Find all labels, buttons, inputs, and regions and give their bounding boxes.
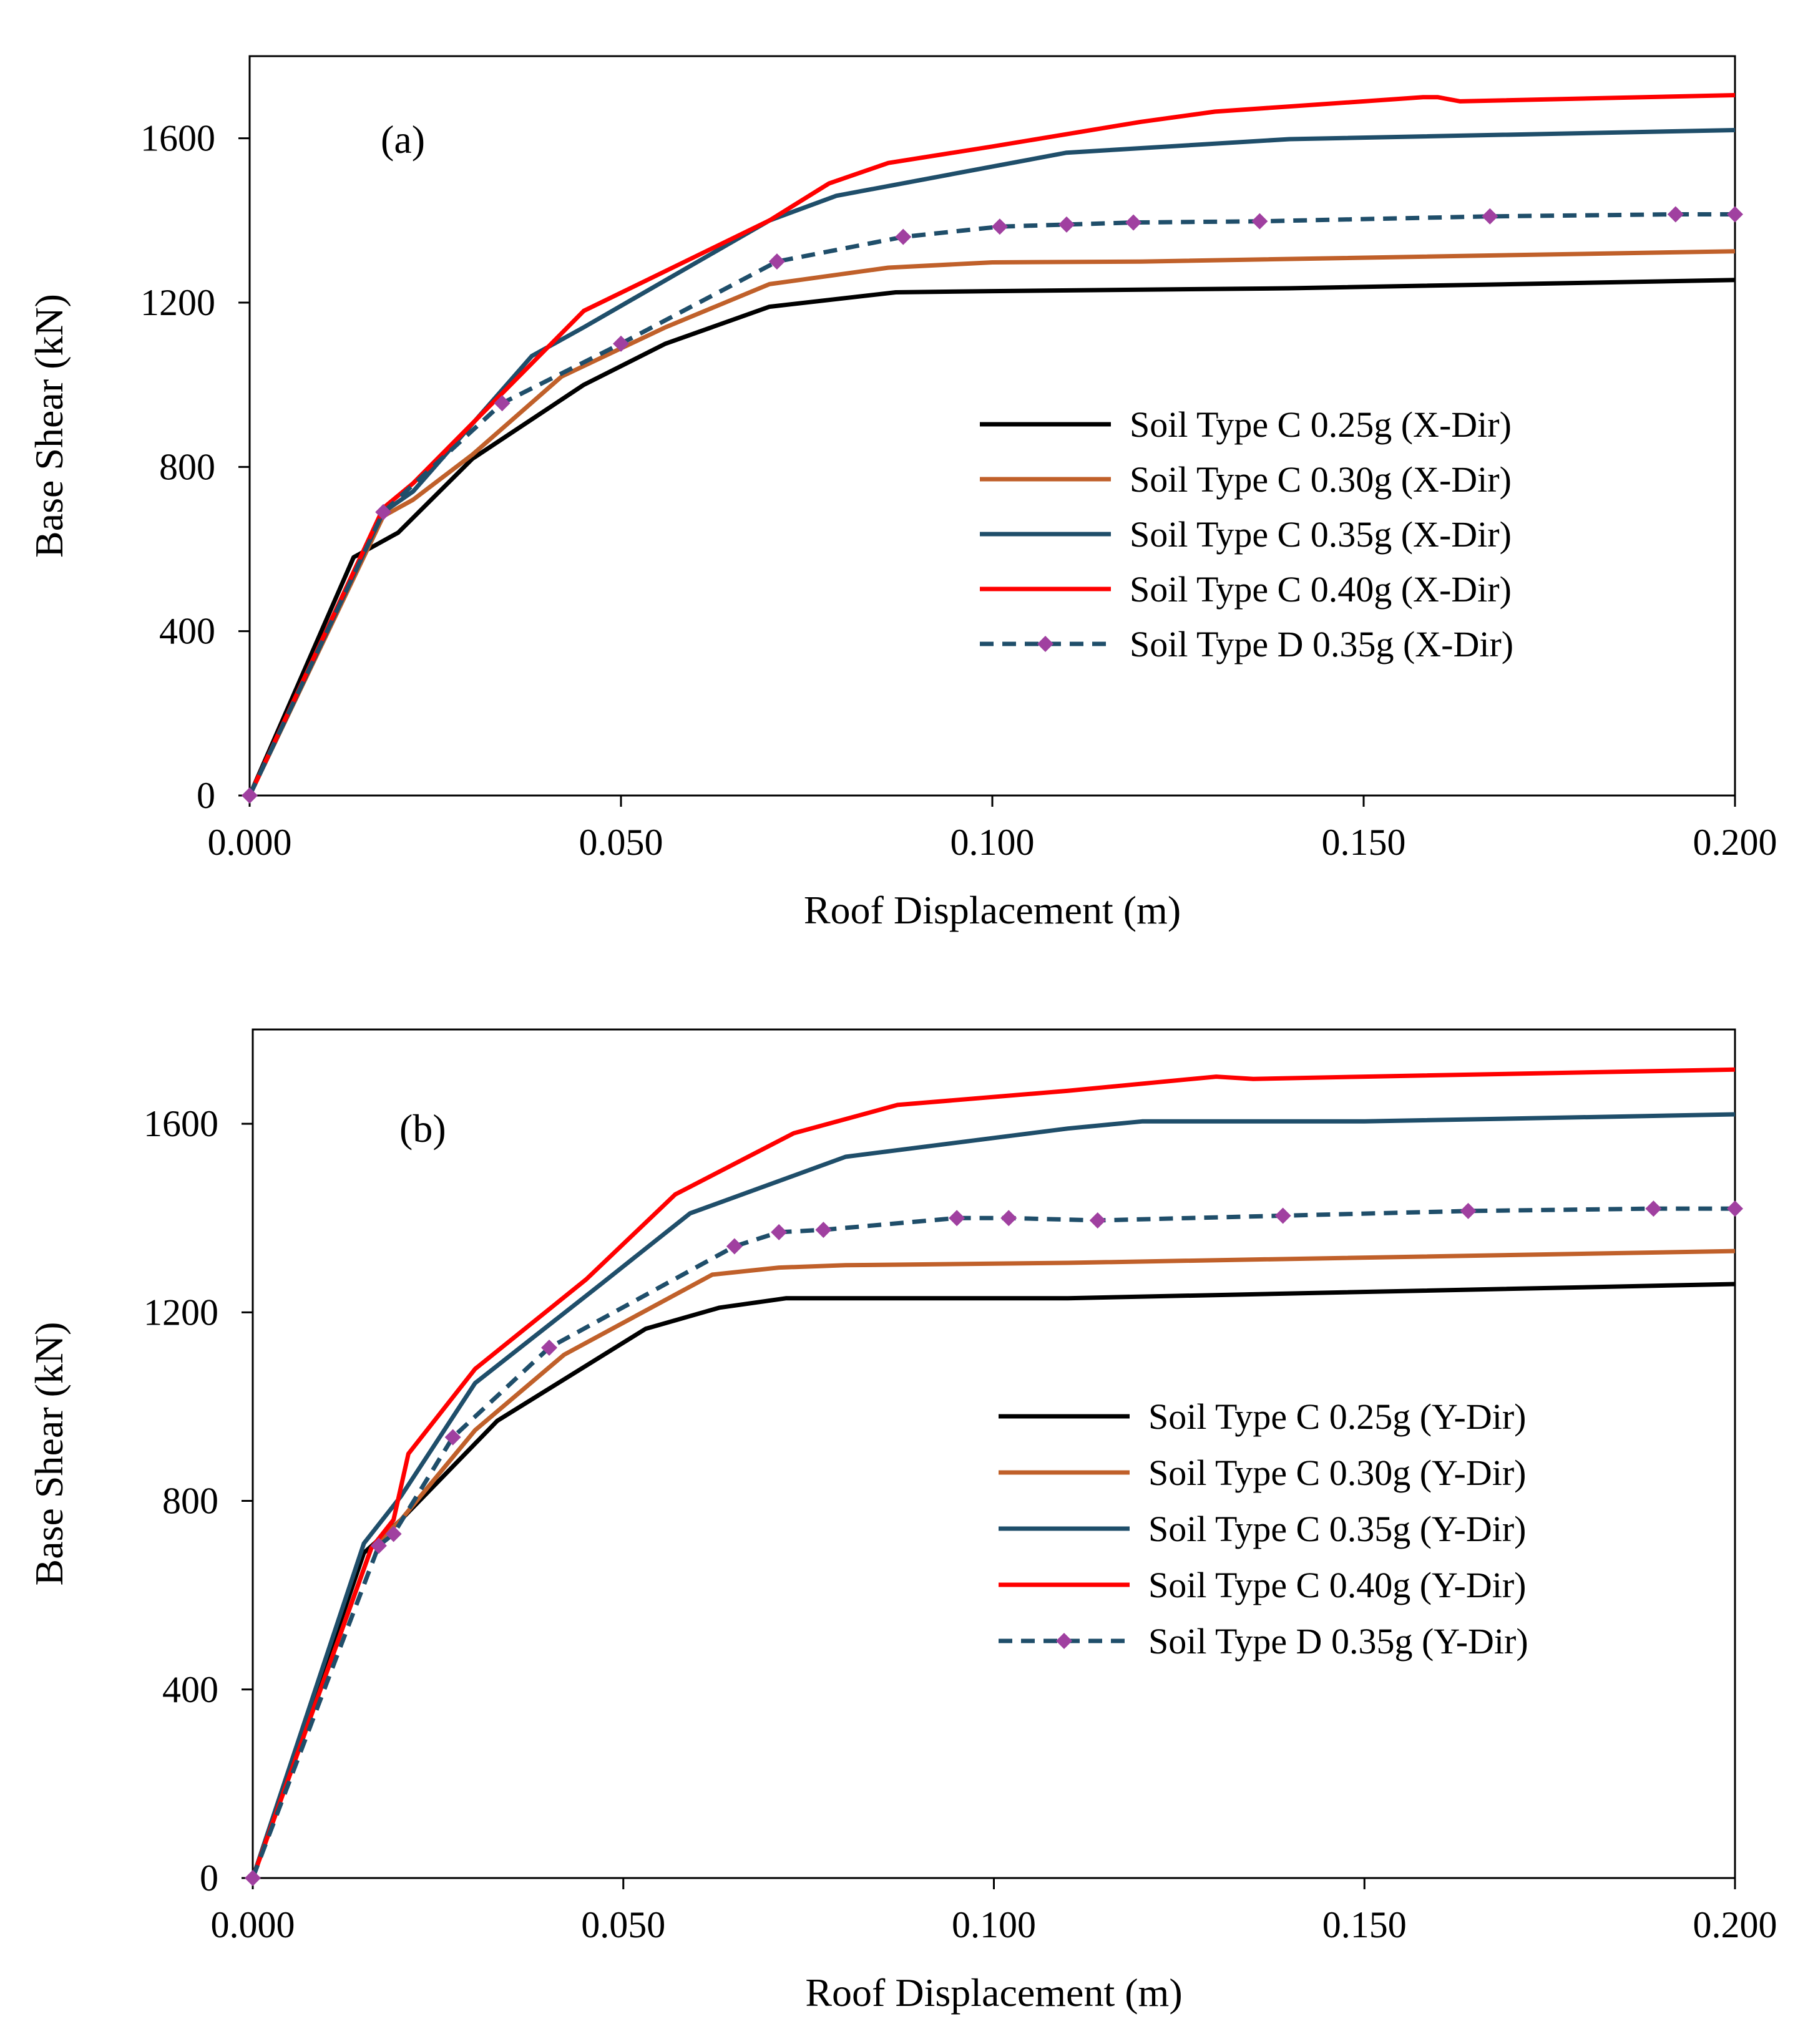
series-line-5 xyxy=(247,212,1735,797)
x-tick-label: 0.000 xyxy=(211,1904,295,1945)
data-point-marker xyxy=(949,1210,965,1227)
y-tick-label: 1600 xyxy=(144,1103,218,1144)
legend-marker xyxy=(1056,1633,1072,1649)
legend-marker xyxy=(1037,636,1053,652)
y-tick-label: 800 xyxy=(159,446,215,487)
data-point-marker xyxy=(1251,213,1268,230)
x-tick-label: 0.200 xyxy=(1693,822,1777,863)
legend-entry: Soil Type D 0.35g (X-Dir) xyxy=(1130,624,1513,664)
data-point-marker xyxy=(1460,1202,1477,1219)
data-point-marker xyxy=(242,787,258,804)
y-axis-label: Base Shear (kN) xyxy=(27,1322,71,1586)
legend-entry: Soil Type C 0.40g (X-Dir) xyxy=(1130,569,1512,610)
x-axis-label: Roof Displacement (m) xyxy=(805,1970,1182,2015)
panel-label: (a) xyxy=(381,117,425,162)
data-point-marker xyxy=(991,218,1008,235)
x-tick-label: 0.050 xyxy=(581,1904,665,1945)
y-tick-label: 1200 xyxy=(144,1292,218,1333)
x-tick-label: 0.150 xyxy=(1322,822,1406,863)
y-tick-label: 1600 xyxy=(140,118,215,159)
y-tick-label: 0 xyxy=(200,1857,218,1899)
legend-entry: Soil Type C 0.30g (Y-Dir) xyxy=(1148,1453,1526,1493)
x-tick-label: 0.150 xyxy=(1322,1904,1407,1945)
x-tick-label: 0.050 xyxy=(579,822,663,863)
y-tick-label: 800 xyxy=(162,1481,218,1522)
data-point-marker xyxy=(1645,1200,1662,1217)
series-line-4 xyxy=(250,1067,1736,1879)
legend-entry: Soil Type C 0.25g (X-Dir) xyxy=(1130,404,1512,445)
data-point-marker xyxy=(1000,1210,1017,1227)
legend-entry: Soil Type C 0.35g (Y-Dir) xyxy=(1148,1509,1526,1549)
data-point-marker xyxy=(895,228,912,245)
legend-entry: Soil Type C 0.25g (Y-Dir) xyxy=(1148,1396,1526,1437)
data-point-marker xyxy=(1482,208,1498,225)
data-point-marker xyxy=(541,1340,557,1356)
data-point-marker xyxy=(245,1870,261,1886)
data-point-marker xyxy=(1727,1200,1743,1217)
y-tick-label: 0 xyxy=(197,775,215,816)
legend: Soil Type C 0.25g (Y-Dir) Soil Type C 0.3… xyxy=(999,1396,1528,1662)
data-point-marker xyxy=(726,1238,743,1255)
legend-entry: Soil Type C 0.30g (X-Dir) xyxy=(1130,459,1512,500)
legend-entry: Soil Type D 0.35g (Y-Dir) xyxy=(1148,1621,1528,1662)
series-line-4 xyxy=(247,93,1736,797)
x-axis-label: Roof Displacement (m) xyxy=(804,888,1181,932)
data-point-marker xyxy=(771,1224,788,1240)
data-point-marker xyxy=(1667,206,1684,223)
data-point-marker xyxy=(370,1537,387,1554)
y-tick-label: 400 xyxy=(159,611,215,652)
data-point-marker xyxy=(444,1429,461,1446)
y-axis-label: Base Shear (kN) xyxy=(27,294,71,558)
data-point-marker xyxy=(385,1526,402,1542)
x-tick-label: 0.200 xyxy=(1693,1904,1777,1945)
data-point-marker xyxy=(613,335,629,352)
legend-entry: Soil Type C 0.40g (Y-Dir) xyxy=(1148,1565,1526,1605)
x-tick-label: 0.000 xyxy=(208,822,292,863)
panel-label: (b) xyxy=(399,1106,446,1151)
data-point-marker xyxy=(494,395,511,412)
series-line-3 xyxy=(250,1112,1736,1879)
data-point-marker xyxy=(1058,216,1075,233)
data-point-marker xyxy=(768,253,785,270)
data-point-marker xyxy=(1125,214,1142,231)
series-line-2 xyxy=(247,249,1736,797)
legend-entry: Soil Type C 0.35g (X-Dir) xyxy=(1130,514,1512,555)
legend: Soil Type C 0.25g (X-Dir) Soil Type C 0.3… xyxy=(980,404,1513,664)
data-point-marker xyxy=(375,504,392,520)
data-point-marker xyxy=(1274,1207,1291,1224)
data-point-marker xyxy=(1089,1212,1106,1229)
series-line-3 xyxy=(247,128,1736,797)
panel-a-chart: 0.000 0.050 0.100 0.150 0.200 0 400 800 1200 1600… xyxy=(27,55,1777,932)
data-point-marker xyxy=(815,1222,832,1239)
y-tick-label: 1200 xyxy=(140,282,215,323)
x-tick-label: 0.100 xyxy=(951,822,1035,863)
series-line-1 xyxy=(247,278,1736,797)
data-point-marker xyxy=(1727,206,1743,223)
y-tick-label: 400 xyxy=(162,1669,218,1710)
panel-b-chart: 0.000 0.050 0.100 0.150 0.200 0 400 800 1200 1600… xyxy=(27,1028,1777,2015)
x-tick-label: 0.100 xyxy=(952,1904,1036,1945)
